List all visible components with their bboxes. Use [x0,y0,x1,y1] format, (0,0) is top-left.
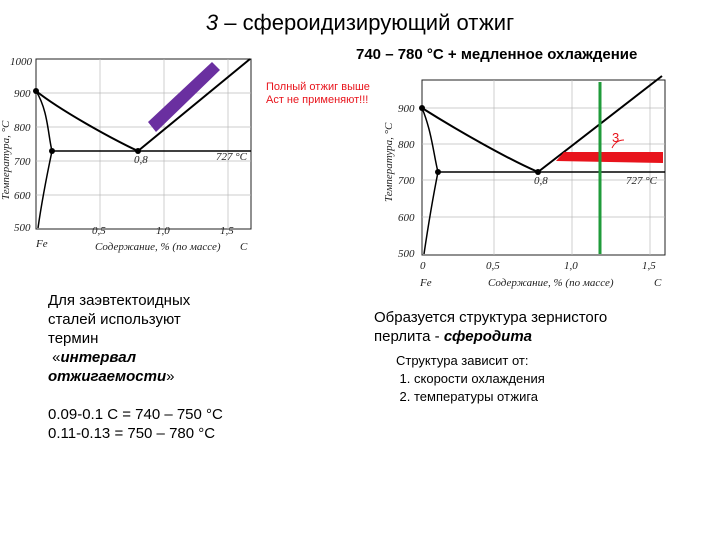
annotation-line2: Аст не применяют!!! [266,94,368,106]
region-number: 3 [612,130,619,145]
x-axis-label: Содержание, % (по массе) [488,277,614,289]
a3-line [35,90,139,152]
x-tick-0-5: 0,5 [486,260,500,272]
grid [422,80,665,255]
fe-c-diagram-left: 1000 900 800 700 600 500 Температура, °С… [0,50,380,260]
point-a3-start [419,105,425,111]
structure-heading: Структура зависит от: [396,353,529,368]
point-a3-start [33,88,39,94]
term-close-quote: » [166,368,175,385]
x-fe-label: Fe [419,277,432,289]
term-annealability: отжигаемости [48,368,167,385]
full-anneal-band [148,62,220,132]
y-axis-label: Температура, °С [0,120,12,200]
temperature-range-heading: 740 – 780 °C + медленное охлаждение [356,46,638,63]
x-tick-1-0: 1,0 [156,225,170,237]
title-number: 3 [205,10,219,35]
y-axis-label: Температура, °С [383,122,395,202]
region-leader [611,139,625,149]
y-tick-900: 900 [398,103,415,115]
x-end-label: C [654,277,662,289]
plot-frame [421,79,666,256]
y-tick-600: 600 [398,212,415,224]
a1-temp-label: 727 °С [216,151,248,163]
x-start-label: Fe [35,238,48,250]
point-eutectoid [535,169,541,175]
x-tick-1-0: 1,0 [564,260,578,272]
hypereutectoid-text: Для заэвтектоидных сталей используют тер… [48,291,223,443]
x-start-label: 0 [420,260,426,272]
x-tick-1-5: 1,5 [220,225,234,237]
term-line-1: «интервал [48,348,223,367]
structure-list: скорости охлаждения температуры отжига [396,370,545,406]
x-end-label: C [240,241,248,253]
result-emphasis: сферодита [443,328,533,345]
result-line-1: Образуется структура зернистого [374,309,608,326]
acm-line [137,58,251,152]
x-axis-label: Содержание, % (по массе) [95,241,221,253]
title-dash: – [218,10,243,35]
y-tick-800: 800 [14,122,31,134]
text-line-1: Для заэвтектоидных [48,292,191,309]
range-1: 0.09-0.1 С = 740 – 750 °C [48,406,223,423]
grid [36,59,251,229]
list-item: температуры отжига [414,388,545,406]
eutectoid-label: 0,8 [534,175,548,187]
y-tick-1000: 1000 [10,56,33,68]
slide-title: 3 – сфероидизирующий отжиг [0,10,720,36]
term-open-quote: « [52,349,61,366]
y-tick-700: 700 [398,175,415,187]
x-tick-1-5: 1,5 [642,260,656,272]
y-tick-500: 500 [14,222,31,234]
annotation-line1: Полный отжиг выше [266,81,370,93]
range-2: 0.11-0.13 = 750 – 780 °C [48,425,216,442]
y-tick-600: 600 [14,190,31,202]
result-text: Образуется структура зернистого перлита … [374,308,607,346]
eutectoid-label: 0,8 [134,154,148,166]
fe-c-diagram-right: 3 900 800 700 600 500 Температура, °С 0 … [380,62,680,294]
y-tick-800: 800 [398,139,415,151]
point-p [49,148,55,154]
x-tick-0-5: 0,5 [92,225,106,237]
result-line-2: перлита - сферодита [374,327,607,346]
y-tick-500: 500 [398,248,415,260]
term-line-2: отжигаемости» [48,367,223,386]
term-interval: интервал [60,349,137,366]
title-text: сфероидизирующий отжиг [242,10,515,35]
text-line-2: сталей используют [48,311,181,328]
text-line-3: термин [48,330,99,347]
spheroidize-band [556,152,663,163]
ferrite-boundary [421,107,439,255]
result-prefix: перлита - [374,328,444,345]
a1-temp-label: 727 °С [626,175,658,187]
a3-line [421,107,539,173]
plot-frame [35,58,252,230]
structure-factors: Структура зависит от: скорости охлаждени… [396,352,545,406]
ferrite-boundary [35,90,53,229]
point-p [435,169,441,175]
list-item: скорости охлаждения [414,370,545,388]
y-tick-700: 700 [14,156,31,168]
y-tick-900: 900 [14,88,31,100]
point-eutectoid [135,148,141,154]
